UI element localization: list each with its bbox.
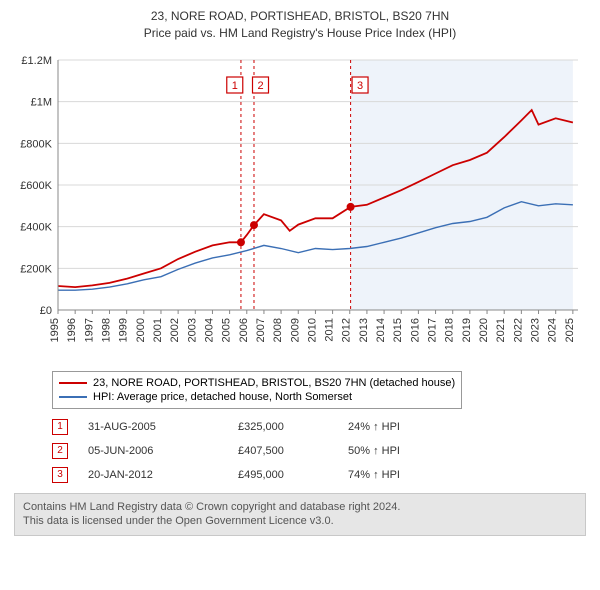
svg-text:2009: 2009 <box>289 318 301 342</box>
svg-text:2000: 2000 <box>135 318 147 342</box>
legend-item: HPI: Average price, detached house, Nort… <box>59 390 455 404</box>
svg-text:2023: 2023 <box>530 318 542 342</box>
svg-text:2012: 2012 <box>341 318 353 342</box>
svg-text:2014: 2014 <box>375 318 387 342</box>
svg-text:3: 3 <box>357 80 363 92</box>
sale-hpi-delta: 24% ↑ HPI <box>348 421 468 433</box>
svg-text:2022: 2022 <box>512 318 524 342</box>
svg-text:2005: 2005 <box>221 318 233 342</box>
svg-text:2006: 2006 <box>238 318 250 342</box>
svg-text:£1M: £1M <box>31 96 52 108</box>
sale-hpi-delta: 50% ↑ HPI <box>348 445 468 457</box>
title-line-1: 23, NORE ROAD, PORTISHEAD, BRISTOL, BS20… <box>14 8 586 25</box>
sale-row: 2 05-JUN-2006 £407,500 50% ↑ HPI <box>14 439 586 463</box>
sale-date: 31-AUG-2005 <box>88 421 238 433</box>
svg-text:2007: 2007 <box>255 318 267 342</box>
svg-text:2024: 2024 <box>547 318 559 342</box>
svg-text:£800K: £800K <box>20 138 52 150</box>
svg-text:1996: 1996 <box>66 318 78 342</box>
legend-label: 23, NORE ROAD, PORTISHEAD, BRISTOL, BS20… <box>93 377 455 389</box>
svg-text:1995: 1995 <box>49 318 61 342</box>
svg-text:2003: 2003 <box>186 318 198 342</box>
svg-text:2020: 2020 <box>478 318 490 342</box>
svg-text:2025: 2025 <box>564 318 576 342</box>
svg-text:£200K: £200K <box>20 263 52 275</box>
svg-text:1: 1 <box>232 80 238 92</box>
svg-text:2011: 2011 <box>324 318 336 342</box>
sales-list: 1 31-AUG-2005 £325,000 24% ↑ HPI 2 05-JU… <box>14 415 586 487</box>
svg-text:2002: 2002 <box>169 318 181 342</box>
sale-price: £407,500 <box>238 445 348 457</box>
footer-line-2: This data is licensed under the Open Gov… <box>23 514 577 529</box>
legend: 23, NORE ROAD, PORTISHEAD, BRISTOL, BS20… <box>52 371 462 409</box>
legend-swatch <box>59 396 87 398</box>
svg-text:2: 2 <box>257 80 263 92</box>
sale-date: 20-JAN-2012 <box>88 469 238 481</box>
sale-date: 05-JUN-2006 <box>88 445 238 457</box>
svg-text:2001: 2001 <box>152 318 164 342</box>
svg-text:2008: 2008 <box>272 318 284 342</box>
svg-text:1998: 1998 <box>100 318 112 342</box>
svg-text:2015: 2015 <box>392 318 404 342</box>
sale-price: £325,000 <box>238 421 348 433</box>
footer-line-1: Contains HM Land Registry data © Crown c… <box>23 500 577 515</box>
svg-text:£600K: £600K <box>20 180 52 192</box>
sale-hpi-delta: 74% ↑ HPI <box>348 469 468 481</box>
sale-price: £495,000 <box>238 469 348 481</box>
svg-text:£400K: £400K <box>20 221 52 233</box>
sale-badge: 2 <box>52 443 68 459</box>
svg-text:2021: 2021 <box>495 318 507 342</box>
svg-text:1997: 1997 <box>83 318 95 342</box>
svg-text:2016: 2016 <box>409 318 421 342</box>
svg-text:2018: 2018 <box>444 318 456 342</box>
svg-text:2010: 2010 <box>306 318 318 342</box>
title-line-2: Price paid vs. HM Land Registry's House … <box>14 25 586 42</box>
legend-item: 23, NORE ROAD, PORTISHEAD, BRISTOL, BS20… <box>59 376 455 390</box>
sale-badge: 3 <box>52 467 68 483</box>
sale-row: 1 31-AUG-2005 £325,000 24% ↑ HPI <box>14 415 586 439</box>
attribution-footer: Contains HM Land Registry data © Crown c… <box>14 493 586 537</box>
legend-swatch <box>59 382 87 384</box>
svg-text:1999: 1999 <box>118 318 130 342</box>
root: 23, NORE ROAD, PORTISHEAD, BRISTOL, BS20… <box>0 0 600 536</box>
sale-badge: 1 <box>52 419 68 435</box>
svg-text:2004: 2004 <box>203 318 215 342</box>
svg-text:£0: £0 <box>40 305 52 317</box>
svg-text:2017: 2017 <box>427 318 439 342</box>
chart-area: £0 £200K £400K £600K £800K £1M £1.2M 1 2 3 1995 199… <box>14 50 586 365</box>
svg-text:£1.2M: £1.2M <box>21 55 52 67</box>
svg-text:2013: 2013 <box>358 318 370 342</box>
svg-text:2019: 2019 <box>461 318 473 342</box>
legend-label: HPI: Average price, detached house, Nort… <box>93 391 352 403</box>
sale-row: 3 20-JAN-2012 £495,000 74% ↑ HPI <box>14 463 586 487</box>
price-chart: £0 £200K £400K £600K £800K £1M £1.2M 1 2 3 1995 199… <box>14 50 586 365</box>
